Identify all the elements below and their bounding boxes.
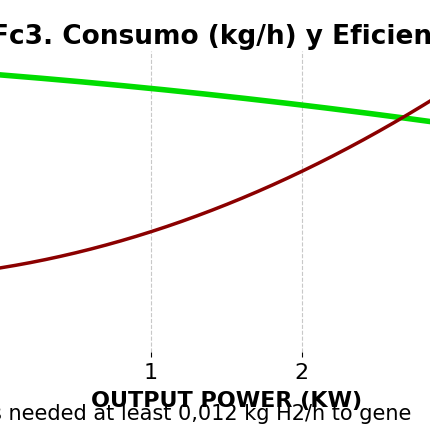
X-axis label: OUTPUT POWER (KW): OUTPUT POWER (KW)	[90, 390, 361, 411]
Text: s needed at least 0,012 kg H2/h to gene: s needed at least 0,012 kg H2/h to gene	[0, 403, 411, 423]
Text: Fc3. Consumo (kg/h) y Eficiencia (%PC: Fc3. Consumo (kg/h) y Eficiencia (%PC	[0, 24, 430, 49]
